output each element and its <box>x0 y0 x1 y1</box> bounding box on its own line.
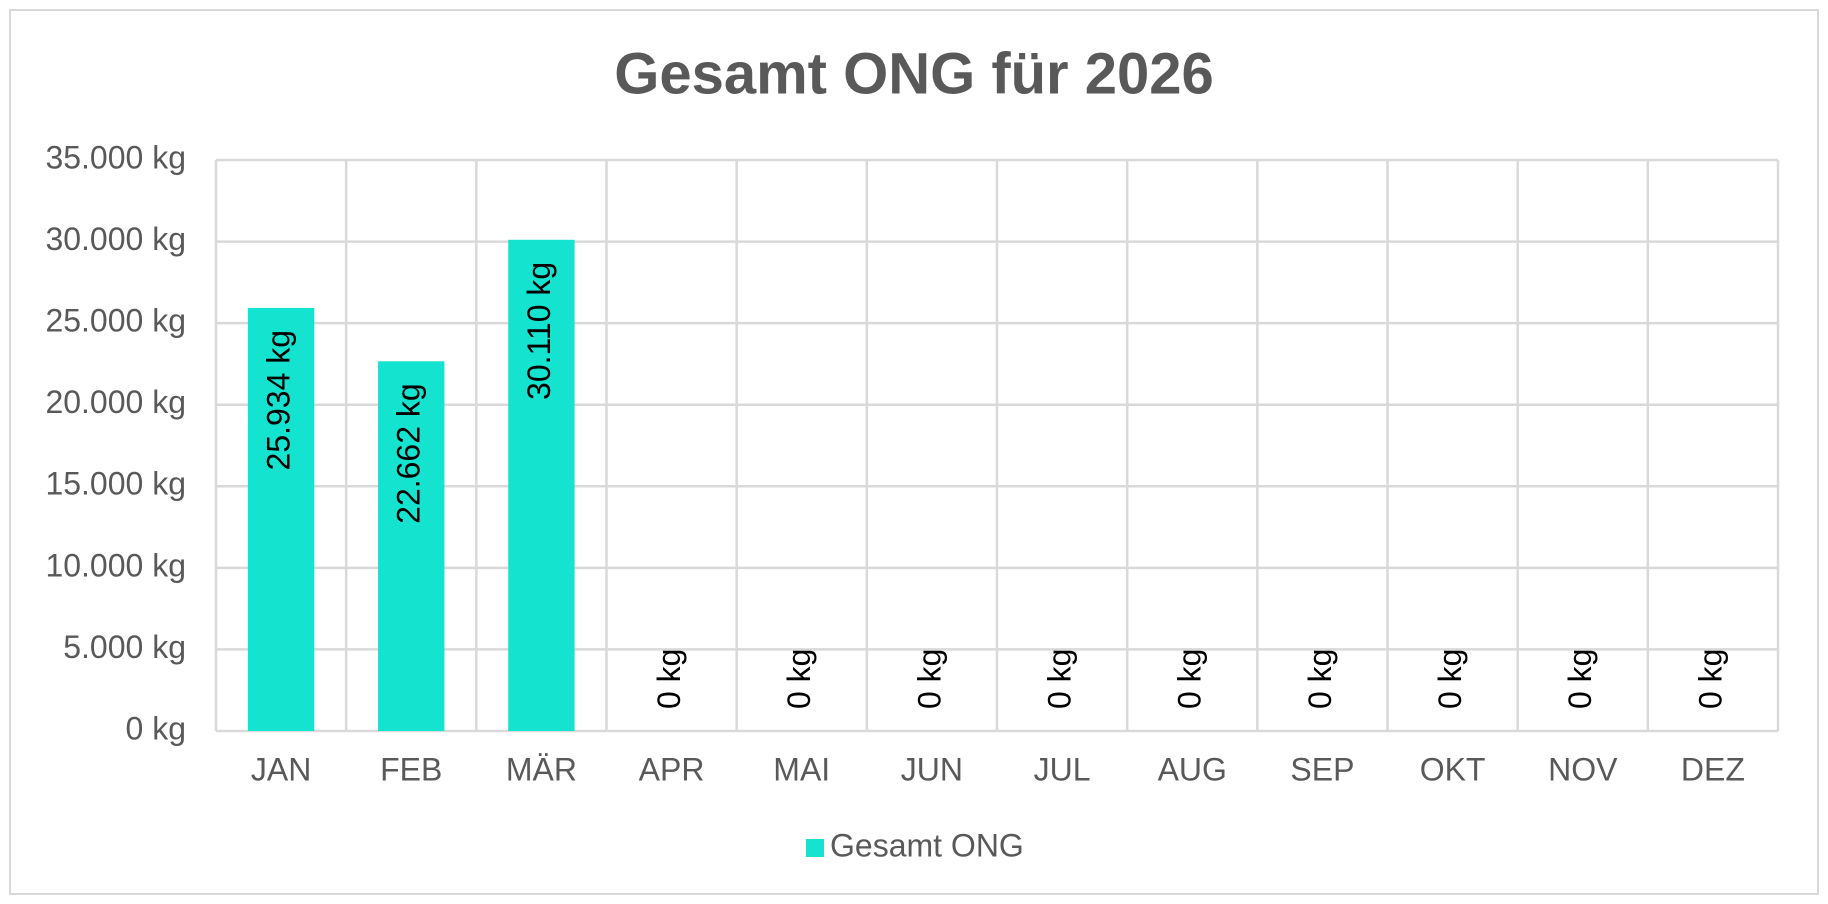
y-tick-label: 20.000 kg <box>45 384 186 420</box>
value-label: 0 kg <box>1562 649 1598 709</box>
y-tick-label: 25.000 kg <box>45 303 186 339</box>
bar <box>247 307 315 731</box>
value-label: 22.662 kg <box>391 383 427 524</box>
value-label: 30.110 kg <box>521 262 557 400</box>
value-label: 0 kg <box>1172 649 1208 709</box>
y-tick-label: 0 kg <box>126 710 186 746</box>
x-tick-label: JUL <box>1034 751 1091 787</box>
x-tick-label: MAI <box>773 751 830 787</box>
x-tick-label: AUG <box>1158 751 1227 787</box>
value-label: 0 kg <box>1302 649 1338 709</box>
chart-title: Gesamt ONG für 2026 <box>614 41 1214 106</box>
legend-label: Gesamt ONG <box>830 827 1024 863</box>
y-tick-label: 30.000 kg <box>45 221 186 257</box>
x-tick-label: OKT <box>1420 751 1486 787</box>
x-tick-label: APR <box>639 751 705 787</box>
x-tick-label: DEZ <box>1681 751 1745 787</box>
value-label: 0 kg <box>1042 649 1078 709</box>
x-tick-label: SEP <box>1290 751 1354 787</box>
y-tick-label: 35.000 kg <box>45 139 186 175</box>
x-tick-label: NOV <box>1548 751 1618 787</box>
bar <box>508 239 575 731</box>
x-tick-label: MÄR <box>506 751 577 787</box>
value-label: 0 kg <box>911 649 947 709</box>
y-tick-label: 5.000 kg <box>63 629 186 665</box>
legend-swatch <box>806 839 824 857</box>
x-tick-label: JAN <box>251 751 311 787</box>
x-tick-label: FEB <box>380 751 442 787</box>
value-label: 0 kg <box>651 649 687 709</box>
bar <box>378 361 445 731</box>
value-label: 25.934 kg <box>261 330 297 471</box>
y-tick-label: 15.000 kg <box>45 466 186 502</box>
value-label: 0 kg <box>781 649 817 709</box>
value-label: 0 kg <box>1692 649 1728 709</box>
y-tick-label: 10.000 kg <box>45 547 186 583</box>
x-tick-label: JUN <box>901 751 963 787</box>
value-label: 0 kg <box>1432 649 1468 709</box>
